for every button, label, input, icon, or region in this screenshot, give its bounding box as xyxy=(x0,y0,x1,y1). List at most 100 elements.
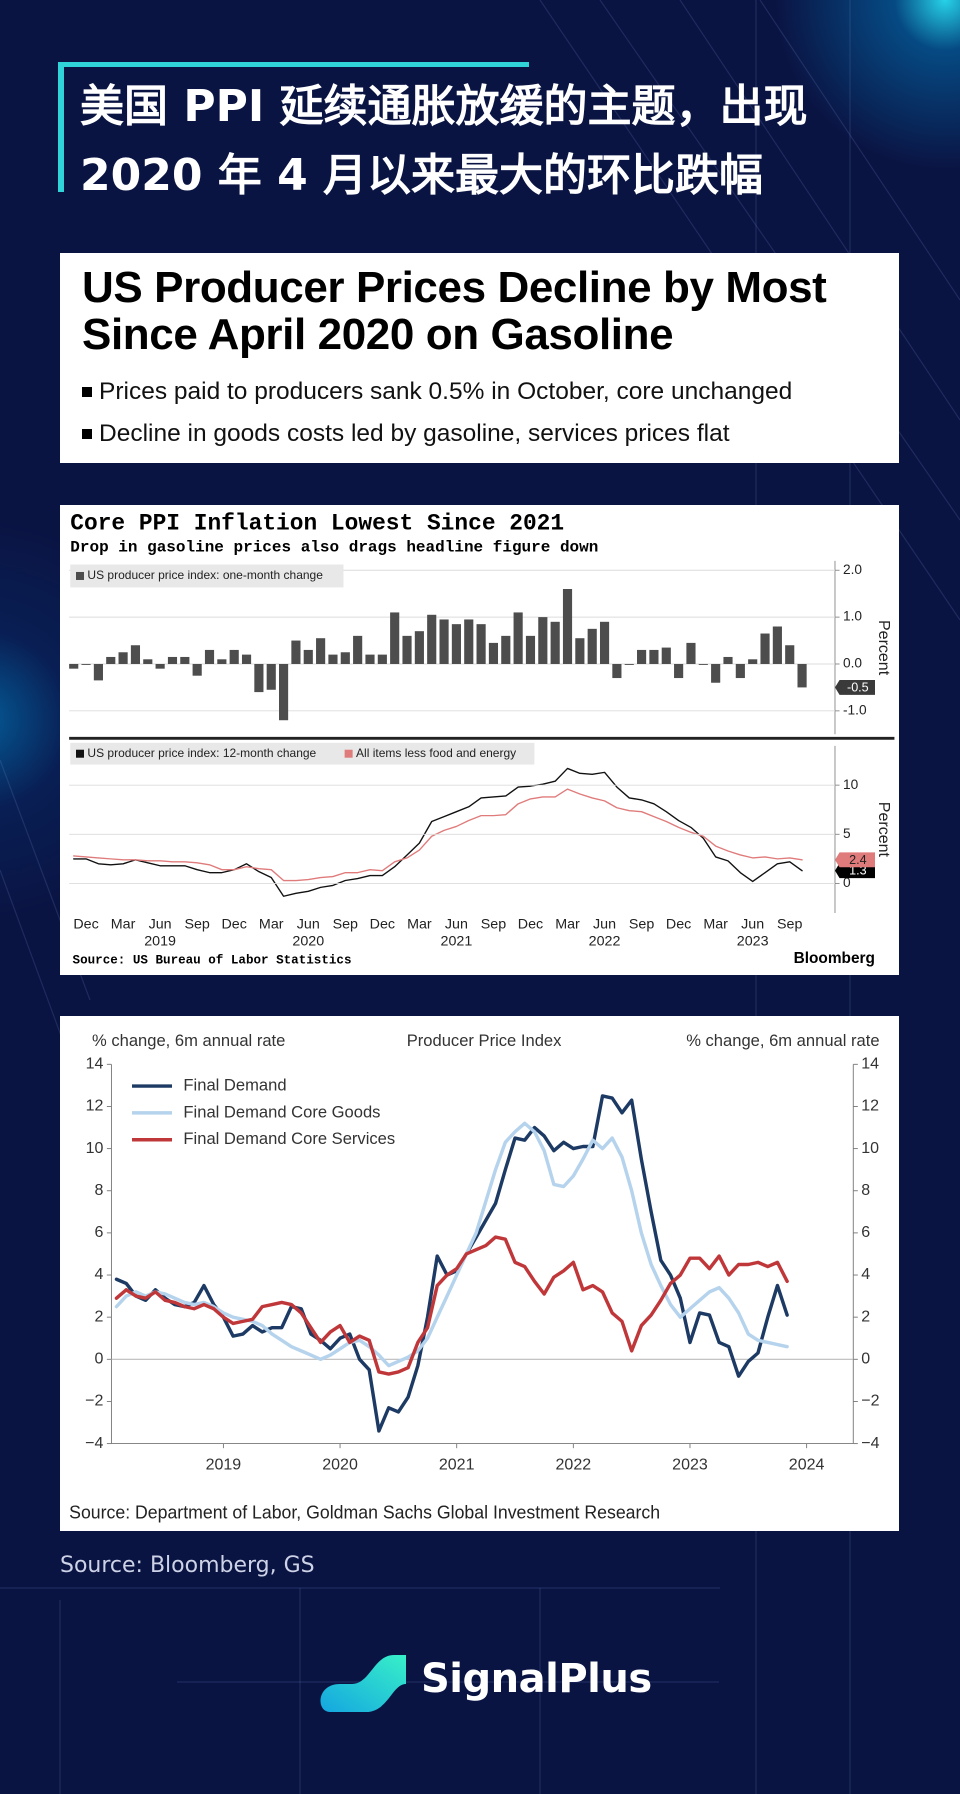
legend-swatch xyxy=(344,749,353,758)
bar xyxy=(155,663,165,669)
title-line: 美国 PPI 延续通胀放缓的主题，出现 xyxy=(80,81,808,132)
line xyxy=(114,1235,789,1376)
x-tick-label: Jun xyxy=(149,916,172,932)
x-tick-label: Sep xyxy=(481,916,506,932)
bar xyxy=(427,614,437,664)
y-tick-label: 8 xyxy=(95,1182,104,1199)
line xyxy=(114,1121,789,1368)
y-tick-label: 0 xyxy=(843,875,851,890)
legend-label: US producer price index: 12-month change xyxy=(87,746,316,760)
x-tick-label: Mar xyxy=(407,916,432,932)
chart-title: Core PPI Inflation Lowest Since 2021 xyxy=(70,510,564,536)
legend-label: Final Demand Core Goods xyxy=(183,1102,380,1121)
bar xyxy=(686,642,696,664)
bar xyxy=(402,635,412,664)
bar xyxy=(723,656,733,664)
x-tick-label: Sep xyxy=(629,916,654,932)
chart-brand: Bloomberg xyxy=(794,950,875,967)
y2-tick-label: 8 xyxy=(861,1182,870,1199)
x-tick-label: Sep xyxy=(184,916,209,932)
x-year-label: 2022 xyxy=(589,934,621,950)
bar xyxy=(711,663,721,683)
bar xyxy=(192,663,202,676)
bar xyxy=(562,589,573,664)
title-line: 2020 年 4 月以来最大的环比跌幅 xyxy=(80,150,764,201)
bar xyxy=(130,645,141,664)
brand-name: SignalPlus xyxy=(421,1656,652,1702)
y2-tick-label: 12 xyxy=(861,1098,879,1115)
bar xyxy=(525,635,536,664)
bar xyxy=(303,649,313,664)
value-tag xyxy=(834,679,875,695)
x-tick-label: Jun xyxy=(593,916,616,932)
y-tick-label: 6 xyxy=(95,1224,104,1241)
bar xyxy=(501,635,511,664)
bar xyxy=(599,621,610,664)
headline-line: US Producer Prices Decline by Most xyxy=(82,263,827,312)
x-tick-label: Mar xyxy=(555,916,580,932)
bullet: Decline in goods costs led by gasoline, … xyxy=(82,413,792,455)
x-tick-label: Mar xyxy=(259,916,284,932)
y-tick-label: 10 xyxy=(843,777,859,792)
y-axis-label: Percent xyxy=(875,620,892,676)
goldman-chart: % change, 6m annual rate Producer Price I… xyxy=(60,1016,899,1531)
x-tick-label: 2024 xyxy=(789,1457,825,1474)
bar xyxy=(538,617,548,664)
bar xyxy=(217,659,227,664)
x-tick-label: 2023 xyxy=(672,1457,708,1474)
line xyxy=(73,788,803,882)
bar xyxy=(772,626,782,664)
legend-label: All items less food and energy xyxy=(356,746,516,760)
y-tick-label: 14 xyxy=(86,1056,104,1073)
bar xyxy=(476,624,486,664)
bar xyxy=(513,612,523,664)
y2-tick-label: 2 xyxy=(861,1308,870,1325)
chart-source: Source: US Bureau of Labor Statistics xyxy=(73,953,352,967)
y-tick-label: 1.0 xyxy=(843,609,862,624)
headline: US Producer Prices Decline by Most Since… xyxy=(82,263,827,358)
page-source: Source: Bloomberg, GS xyxy=(60,1553,315,1578)
bar xyxy=(118,652,128,664)
x-tick-label: Dec xyxy=(518,916,543,932)
y-tick-label: 0.0 xyxy=(843,656,862,671)
bar xyxy=(649,649,659,664)
x-year-label: 2023 xyxy=(737,934,769,950)
y-tick-label: 4 xyxy=(95,1266,104,1283)
y-tick-label: −2 xyxy=(85,1393,103,1410)
x-tick-label: 2022 xyxy=(556,1457,592,1474)
x-tick-label: Jun xyxy=(741,916,764,932)
x-tick-label: Dec xyxy=(666,916,691,932)
bar xyxy=(575,638,585,664)
bar xyxy=(316,638,326,664)
bar xyxy=(488,642,499,664)
legend-box xyxy=(70,564,344,588)
bar xyxy=(180,656,190,664)
y-tick-label: 5 xyxy=(843,826,851,841)
bar xyxy=(365,654,375,664)
bar xyxy=(735,663,745,679)
x-tick-label: 2021 xyxy=(439,1457,475,1474)
bar xyxy=(637,649,647,664)
legend-box xyxy=(70,742,535,765)
chart-title: Producer Price Index xyxy=(407,1031,562,1050)
chart-source: Source: Department of Labor, Goldman Sac… xyxy=(69,1501,660,1522)
y-tick-label: -1.0 xyxy=(843,702,867,717)
bar xyxy=(143,659,153,664)
y2-tick-label: 14 xyxy=(861,1056,879,1073)
bar xyxy=(106,656,116,664)
y2-tick-label: −4 xyxy=(861,1435,879,1452)
bar xyxy=(464,619,474,664)
line xyxy=(73,767,803,897)
bar xyxy=(797,663,807,688)
page-title: 美国 PPI 延续通胀放缓的主题，出现 2020 年 4 月以来最大的环比跌幅 xyxy=(80,72,940,210)
bar xyxy=(414,631,424,664)
x-tick-label: Jun xyxy=(297,916,320,932)
bar xyxy=(266,663,276,690)
y-tick-label: 2.0 xyxy=(843,562,862,577)
y2-tick-label: 4 xyxy=(861,1266,870,1283)
bar xyxy=(698,663,708,665)
bullet: Prices paid to producers sank 0.5% in Oc… xyxy=(82,371,792,413)
y-axis-label: % change, 6m annual rate xyxy=(92,1031,285,1050)
bar xyxy=(291,640,301,664)
y-tick-label: 10 xyxy=(86,1140,104,1157)
